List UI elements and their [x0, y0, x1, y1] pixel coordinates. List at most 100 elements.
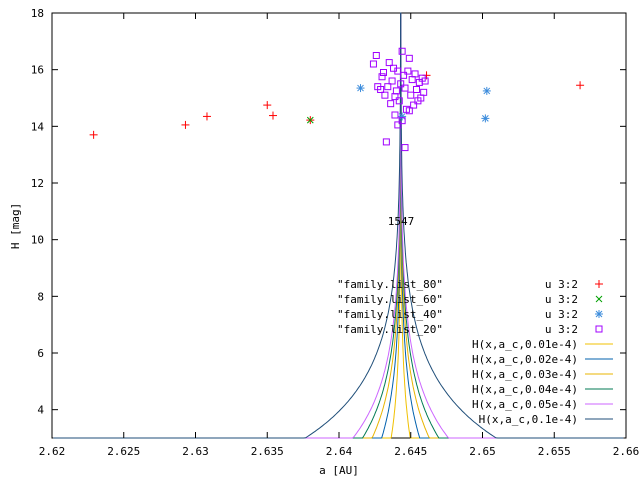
legend-label: H(x,a_c,0.01e-4) — [472, 338, 578, 351]
y-tick-label: 6 — [37, 347, 44, 360]
legend-marker — [595, 280, 603, 288]
data-point — [398, 117, 406, 125]
legend-label-left: "family.list_80" — [337, 278, 443, 291]
data-point — [405, 54, 413, 62]
data-point — [384, 83, 392, 91]
marker-stroke — [384, 83, 392, 91]
data-point — [356, 84, 365, 93]
curve-line — [53, 38, 402, 439]
legend-label: H(x,a_c,0.04e-4) — [472, 383, 578, 396]
marker-stroke — [595, 310, 603, 318]
data-point — [382, 138, 390, 146]
legend-label-left: "family.list_40" — [337, 308, 443, 321]
data-point — [394, 121, 402, 129]
marker-stroke — [483, 87, 491, 95]
marker-stroke — [378, 73, 386, 81]
y-tick-label: 18 — [31, 7, 44, 20]
marker-stroke — [404, 67, 412, 75]
marker-stroke — [408, 76, 416, 84]
marker-stroke — [482, 115, 489, 122]
marker-stroke — [382, 138, 390, 146]
legend-label-right: u 3:2 — [545, 308, 578, 321]
data-point — [391, 111, 399, 119]
data-point — [410, 101, 418, 109]
x-tick-label: 2.655 — [538, 445, 571, 458]
data-point — [372, 52, 380, 59]
data-point — [401, 84, 409, 92]
data-point — [388, 77, 396, 85]
data-point — [387, 100, 395, 108]
data-point — [378, 73, 386, 81]
marker-stroke — [405, 107, 413, 115]
marker-stroke — [398, 117, 406, 125]
data-point — [377, 86, 385, 93]
point-layer — [89, 47, 585, 152]
data-point — [411, 70, 419, 78]
y-tick-label: 8 — [37, 290, 44, 303]
marker-stroke — [381, 91, 389, 99]
marker-stroke — [595, 295, 603, 303]
data-point — [392, 87, 400, 95]
marker-stroke — [410, 101, 418, 109]
y-tick-label: 14 — [31, 120, 45, 133]
x-tick-label: 2.63 — [182, 445, 209, 458]
marker-stroke — [400, 71, 408, 79]
curve-line — [53, 13, 402, 439]
marker-stroke — [401, 84, 409, 92]
data-point — [482, 86, 491, 95]
legend-marker — [595, 325, 603, 333]
marker-stroke — [385, 59, 393, 67]
x-tick-label: 2.645 — [394, 445, 427, 458]
data-point — [381, 91, 389, 99]
family-label: 1547 — [388, 215, 415, 228]
marker-stroke — [387, 100, 395, 108]
x-tick-label: 2.625 — [107, 445, 140, 458]
marker-stroke — [421, 77, 429, 85]
data-point — [369, 60, 377, 68]
marker-stroke — [398, 47, 406, 55]
marker-stroke — [395, 97, 403, 105]
legend-label-left: "family.list_60" — [337, 293, 443, 306]
data-point — [263, 101, 272, 110]
y-tick-label: 10 — [31, 234, 44, 247]
x-tick-label: 2.66 — [613, 445, 640, 458]
marker-stroke — [369, 60, 377, 68]
data-point — [421, 77, 429, 85]
data-point — [385, 59, 393, 67]
data-point — [481, 114, 490, 123]
legend-label-right: u 3:2 — [545, 293, 578, 306]
marker-stroke — [401, 144, 409, 152]
marker-stroke — [357, 84, 364, 92]
marker-stroke — [391, 93, 399, 101]
marker-stroke — [394, 121, 402, 129]
data-point — [268, 111, 277, 120]
x-tick-label: 2.65 — [469, 445, 496, 458]
marker-stroke — [405, 54, 413, 62]
legend-label-right: u 3:2 — [545, 323, 578, 336]
curve-line — [53, 80, 402, 439]
data-point — [394, 67, 402, 75]
data-point — [395, 97, 403, 105]
data-point — [306, 116, 314, 124]
marker-stroke — [377, 86, 385, 93]
marker-stroke — [398, 113, 406, 120]
data-point — [412, 86, 420, 93]
y-tick-label: 16 — [31, 64, 44, 77]
data-point — [400, 71, 408, 79]
marker-stroke — [420, 88, 428, 96]
marker-stroke — [411, 70, 419, 78]
data-point — [89, 130, 98, 139]
data-point — [379, 69, 387, 76]
marker-stroke — [407, 91, 415, 99]
legend: "family.list_80" u 3:2"family.list_60" u 3… — [337, 278, 613, 426]
legend-label: H(x,a_c,0.02e-4) — [472, 353, 578, 366]
marker-stroke — [392, 87, 400, 95]
legend-label: H(x,a_c,0.03e-4) — [472, 368, 578, 381]
data-point — [420, 88, 428, 96]
x-tick-label: 2.635 — [251, 445, 284, 458]
marker-stroke — [394, 67, 402, 75]
x-tick-label: 2.64 — [326, 445, 353, 458]
data-point — [202, 112, 211, 121]
x-axis: 2.62 2.625 2.63 2.635 2.64 2.645 2.65 2.655 2.66 — [39, 13, 640, 458]
